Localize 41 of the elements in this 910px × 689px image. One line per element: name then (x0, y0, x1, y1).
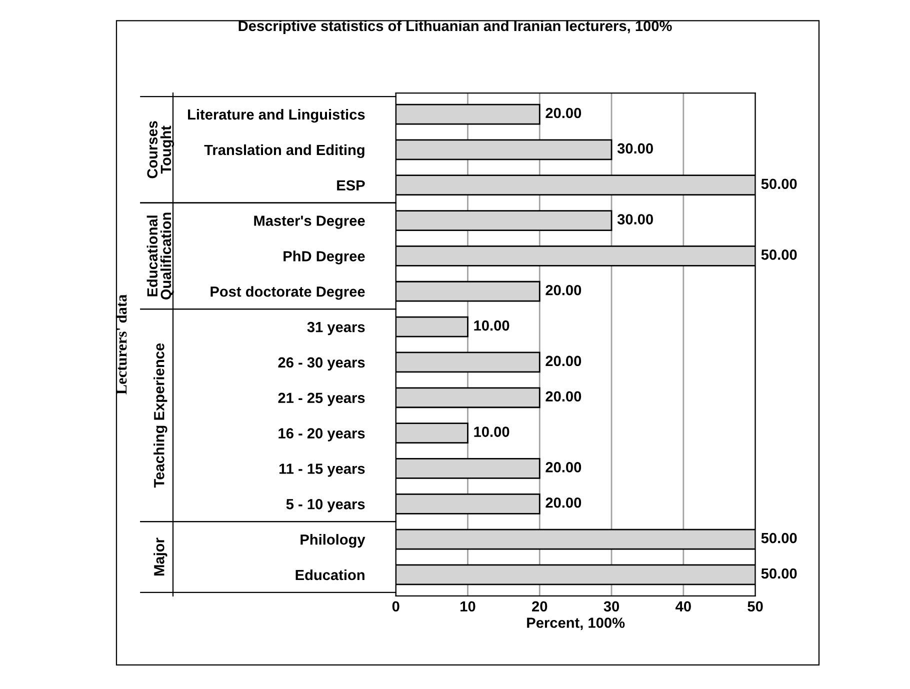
data-label: 50.00 (761, 250, 797, 260)
y-tick-label: PhD Degree (284, 250, 365, 264)
y-tick-label: Literature and Linguistics (188, 108, 365, 123)
data-label: 20.00 (546, 108, 582, 118)
text: Courses Tought (147, 121, 174, 178)
y-tick-label: 16 - 20 years (278, 428, 365, 442)
y-tick-label: Philology (300, 534, 366, 548)
data-label: 10.00 (474, 426, 510, 437)
x-tick-label: 10 (460, 601, 476, 612)
data-label: 30.00 (617, 214, 653, 224)
data-label: 50.00 (761, 532, 797, 544)
x-tick-label: 0 (392, 601, 400, 612)
y-axis-title: Lecturers' data (116, 294, 127, 394)
text: Major (154, 538, 168, 576)
x-tick-label: 30 (604, 601, 620, 612)
data-label: 50.00 (761, 178, 797, 190)
x-tick-label: 50 (748, 601, 763, 612)
data-label: 20.00 (546, 462, 582, 472)
x-tick-label: 20 (532, 601, 548, 612)
data-label: 30.00 (617, 143, 653, 154)
data-label: 20.00 (546, 356, 582, 366)
y-tick-label: ESP (337, 180, 365, 191)
x-tick-label: 40 (676, 601, 691, 612)
y-tick-label: 11 - 15 years (279, 464, 365, 477)
y-tick-label: Education (296, 569, 364, 580)
y-tick-label: Post doctorate Degree (210, 286, 365, 300)
data-label: 10.00 (474, 320, 510, 331)
data-label: 20.00 (546, 391, 582, 402)
y-tick-label: 21 - 25 years (278, 392, 365, 406)
text: Educational Qualification (146, 212, 174, 300)
chart-title: Descriptive statistics of Lithuanian and Iranian lecturers, 100% (238, 20, 672, 34)
data-label: 50.00 (761, 568, 797, 579)
y-tick-label: 26 - 30 years (278, 357, 365, 371)
y-tick-label: Translation and Editing (204, 144, 364, 158)
y-tick-label: Master's Degree (254, 216, 365, 229)
y-tick-label: 5 - 10 years (286, 498, 365, 512)
data-label: 20.00 (546, 497, 582, 508)
x-axis-title: Percent, 100% (527, 618, 625, 630)
y-tick-label: 31 years (307, 322, 365, 336)
text: Teaching Experience (154, 343, 168, 488)
data-label: 20.00 (546, 284, 582, 296)
